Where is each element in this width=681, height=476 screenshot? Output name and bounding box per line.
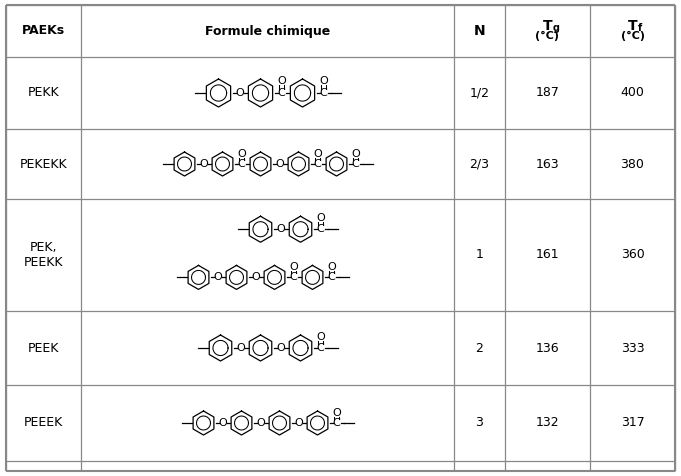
- Text: T: T: [543, 19, 552, 33]
- Text: C: C: [332, 418, 340, 428]
- Text: C: C: [319, 88, 328, 98]
- Text: 136: 136: [536, 341, 559, 355]
- Text: 317: 317: [620, 416, 644, 429]
- Text: O: O: [289, 262, 298, 272]
- Text: O: O: [236, 343, 245, 353]
- Text: 1/2: 1/2: [469, 87, 490, 99]
- Text: PEEEK: PEEEK: [24, 416, 63, 429]
- Text: O: O: [313, 149, 322, 159]
- Text: C: C: [278, 88, 285, 98]
- Text: 360: 360: [620, 248, 644, 261]
- Text: PEK,
PEEKK: PEK, PEEKK: [24, 241, 63, 269]
- Text: T: T: [628, 19, 637, 33]
- Text: O: O: [316, 213, 325, 223]
- Text: C: C: [314, 159, 321, 169]
- Text: C: C: [317, 224, 324, 234]
- Text: C: C: [317, 343, 324, 353]
- Text: C: C: [289, 272, 298, 282]
- Text: 163: 163: [536, 158, 559, 170]
- Text: O: O: [218, 418, 227, 428]
- Text: (°C): (°C): [535, 31, 560, 41]
- Text: 333: 333: [620, 341, 644, 355]
- Text: O: O: [277, 76, 286, 86]
- Text: PAEKs: PAEKs: [22, 24, 65, 38]
- Text: (°C): (°C): [620, 31, 644, 41]
- Text: 2/3: 2/3: [469, 158, 490, 170]
- Text: 132: 132: [536, 416, 559, 429]
- Text: O: O: [275, 159, 284, 169]
- Text: 380: 380: [620, 158, 644, 170]
- Text: 400: 400: [620, 87, 644, 99]
- Text: O: O: [327, 262, 336, 272]
- Text: PEKEKK: PEKEKK: [20, 158, 67, 170]
- Text: O: O: [276, 224, 285, 234]
- Text: O: O: [235, 88, 244, 98]
- Text: g: g: [552, 23, 560, 33]
- Text: O: O: [319, 76, 328, 86]
- Text: C: C: [328, 272, 335, 282]
- Text: O: O: [256, 418, 265, 428]
- Text: O: O: [213, 272, 222, 282]
- Text: 187: 187: [535, 87, 559, 99]
- Text: C: C: [238, 159, 245, 169]
- Text: C: C: [351, 159, 360, 169]
- Text: PEEK: PEEK: [28, 341, 59, 355]
- Text: O: O: [276, 343, 285, 353]
- Text: O: O: [316, 332, 325, 342]
- Text: O: O: [251, 272, 260, 282]
- Text: f: f: [637, 23, 642, 33]
- Text: 1: 1: [475, 248, 484, 261]
- Text: PEKK: PEKK: [28, 87, 59, 99]
- Text: O: O: [332, 408, 341, 418]
- Text: O: O: [294, 418, 303, 428]
- Text: 3: 3: [475, 416, 484, 429]
- Text: 161: 161: [536, 248, 559, 261]
- Text: 2: 2: [475, 341, 484, 355]
- Text: O: O: [237, 149, 246, 159]
- Text: N: N: [474, 24, 486, 38]
- Text: O: O: [199, 159, 208, 169]
- Text: Formule chimique: Formule chimique: [205, 24, 330, 38]
- Text: O: O: [351, 149, 360, 159]
